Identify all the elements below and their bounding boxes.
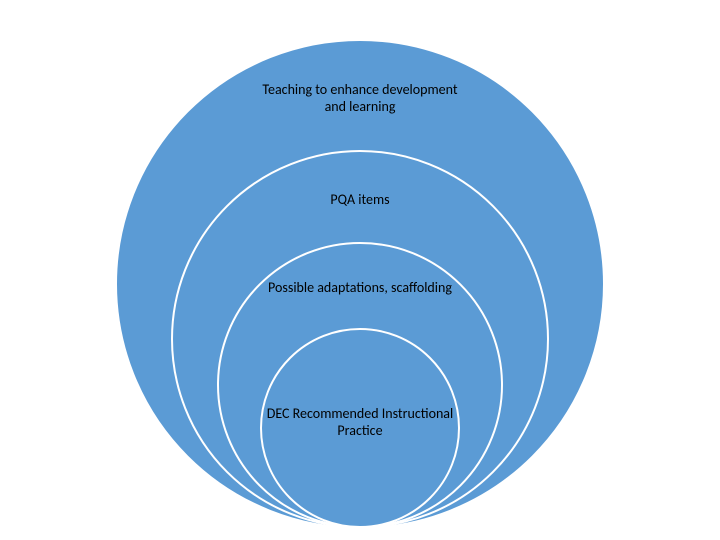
nested-venn-diagram: Teaching to enhance development and lear… <box>0 0 720 540</box>
label-third: Possible adaptations, scaffolding <box>260 280 460 297</box>
label-inner: DEC Recommended Instructional Practice <box>260 406 460 440</box>
label-outer: Teaching to enhance development and lear… <box>260 82 460 116</box>
label-second: PQA items <box>260 192 460 209</box>
